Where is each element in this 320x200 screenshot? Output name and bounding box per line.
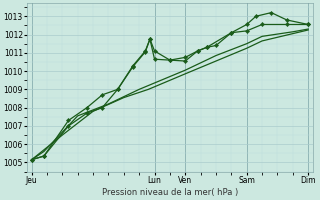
X-axis label: Pression niveau de la mer( hPa ): Pression niveau de la mer( hPa ) xyxy=(102,188,238,197)
